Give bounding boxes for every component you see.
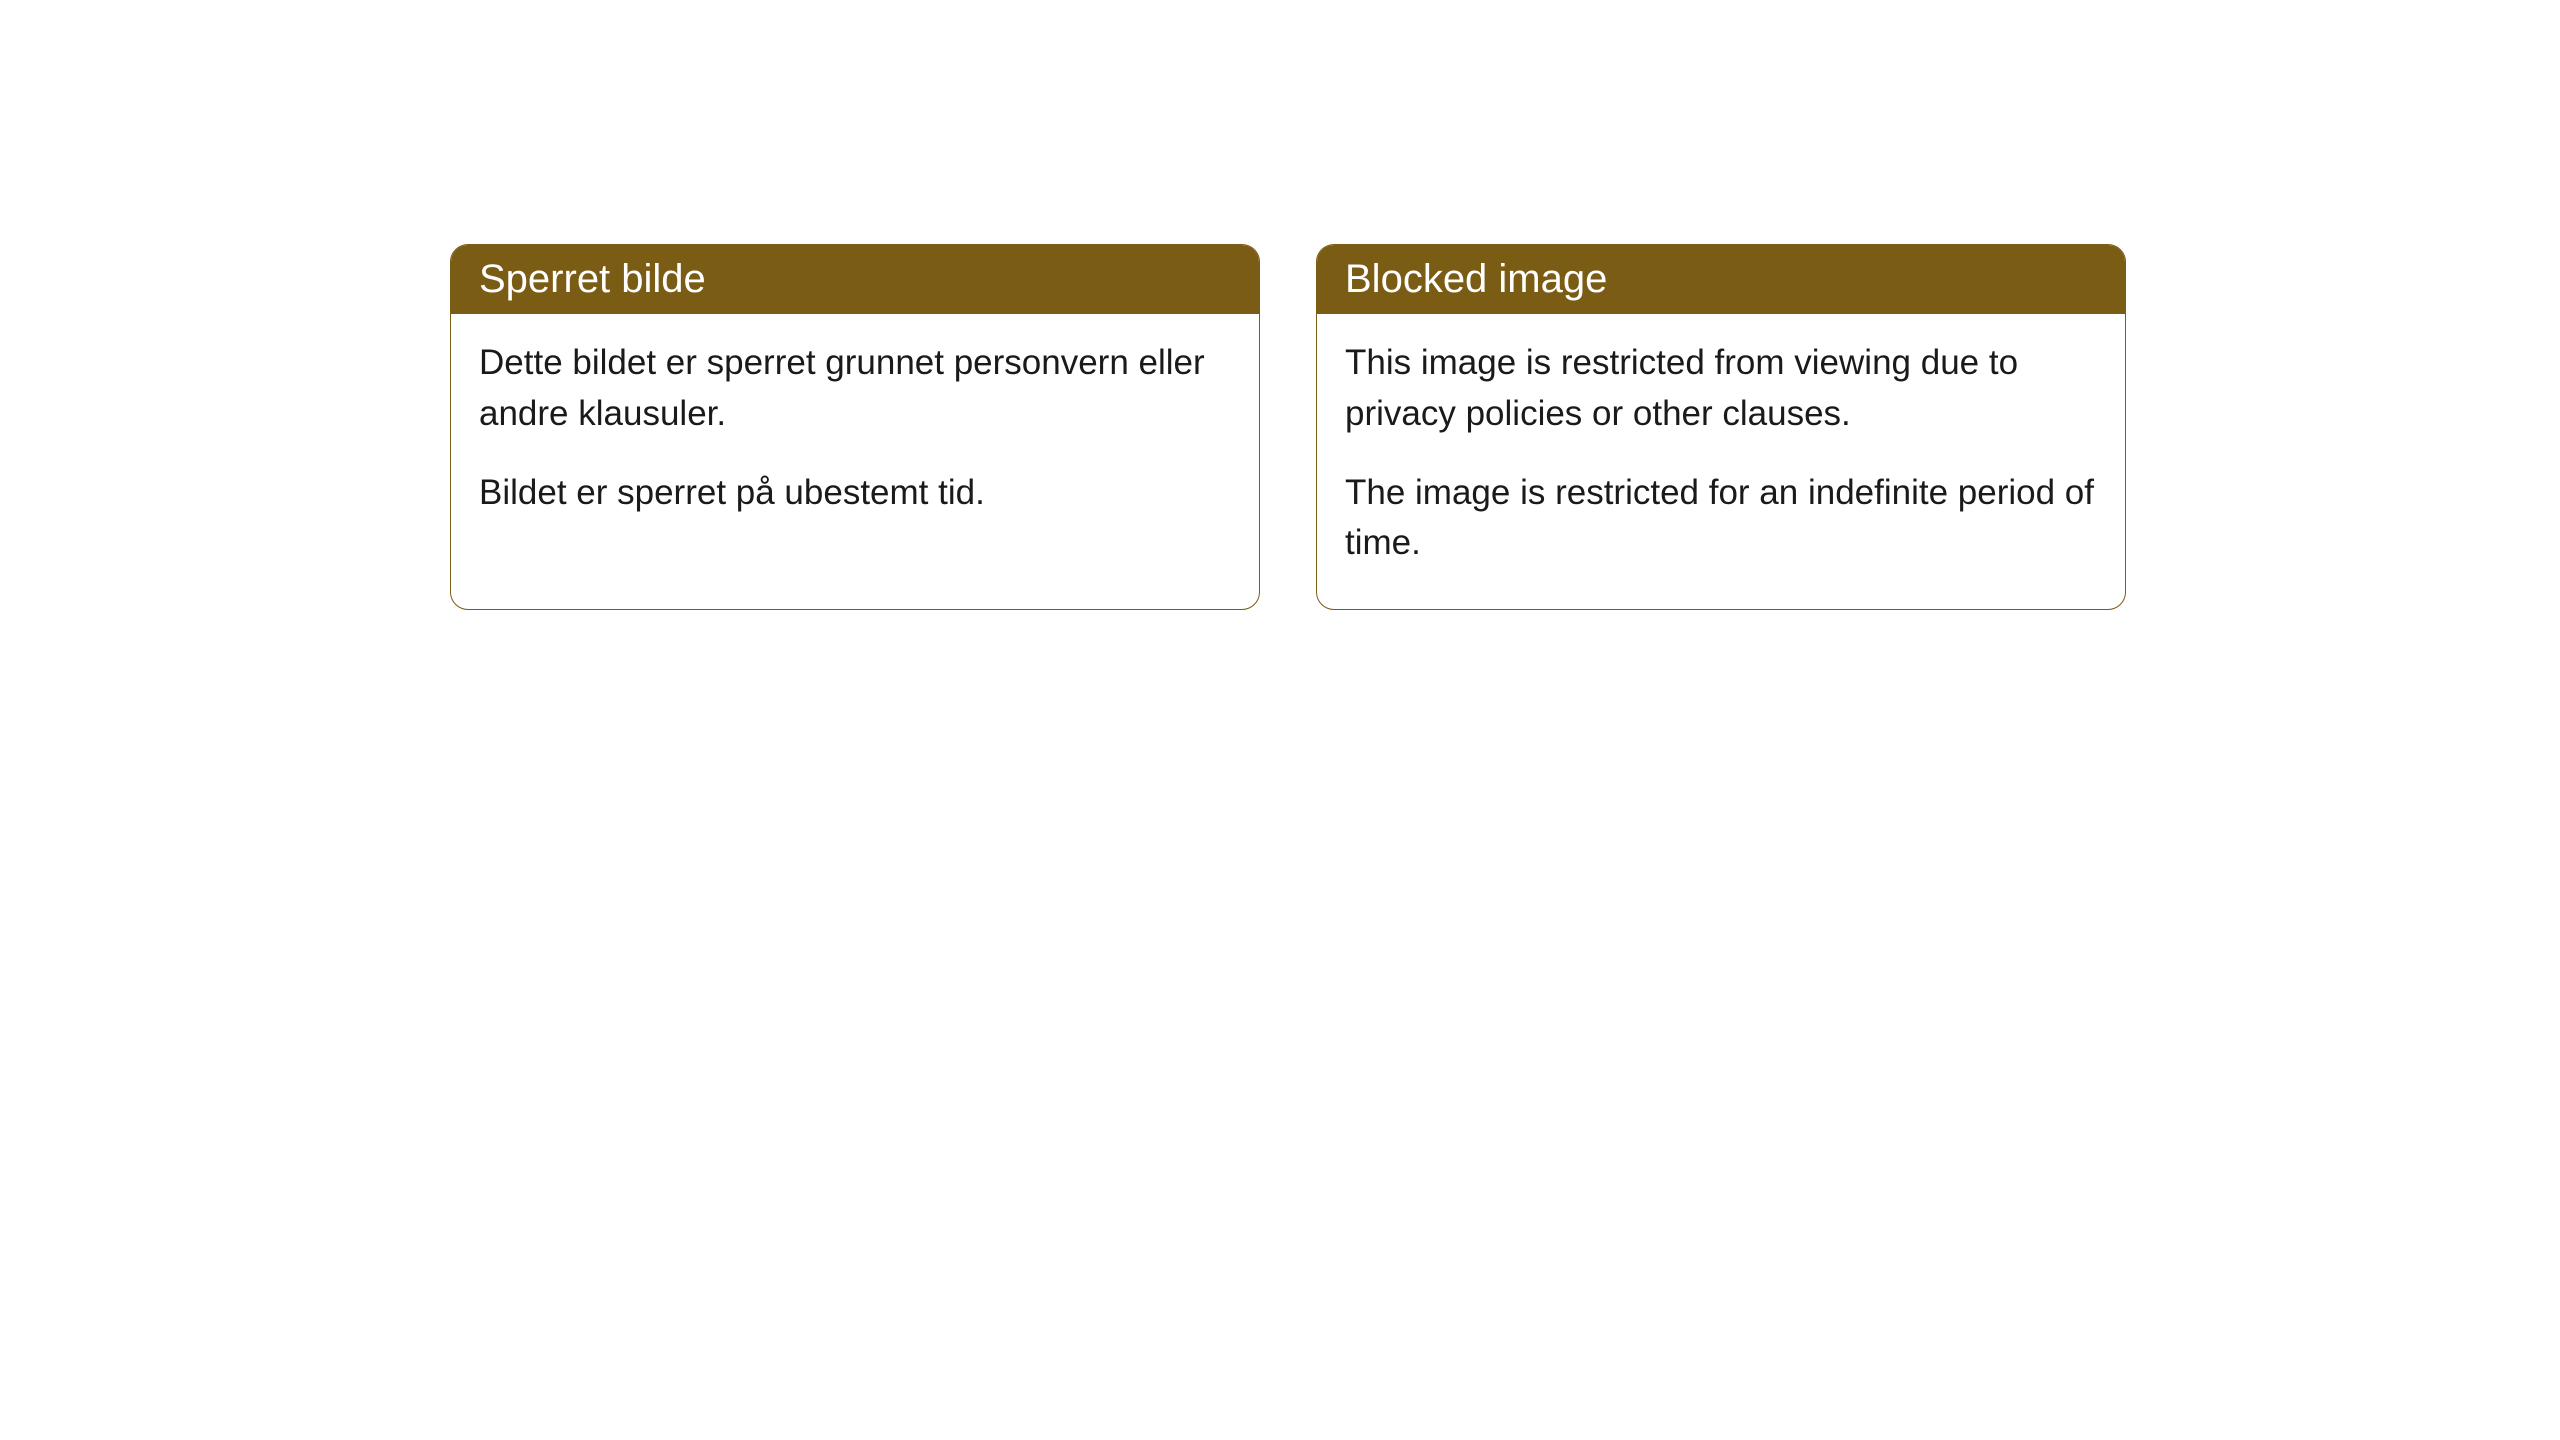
notice-cards-container: Sperret bilde Dette bildet er sperret gr… xyxy=(450,244,2560,610)
card-text-english-2: The image is restricted for an indefinit… xyxy=(1345,468,2097,570)
card-title-english: Blocked image xyxy=(1345,257,1607,301)
card-header-norwegian: Sperret bilde xyxy=(451,245,1259,314)
card-text-english-1: This image is restricted from viewing du… xyxy=(1345,338,2097,440)
card-text-norwegian-1: Dette bildet er sperret grunnet personve… xyxy=(479,338,1231,440)
notice-card-norwegian: Sperret bilde Dette bildet er sperret gr… xyxy=(450,244,1260,610)
card-header-english: Blocked image xyxy=(1317,245,2125,314)
card-body-english: This image is restricted from viewing du… xyxy=(1317,314,2125,609)
card-text-norwegian-2: Bildet er sperret på ubestemt tid. xyxy=(479,468,1231,519)
notice-card-english: Blocked image This image is restricted f… xyxy=(1316,244,2126,610)
card-body-norwegian: Dette bildet er sperret grunnet personve… xyxy=(451,314,1259,558)
card-title-norwegian: Sperret bilde xyxy=(479,257,706,301)
